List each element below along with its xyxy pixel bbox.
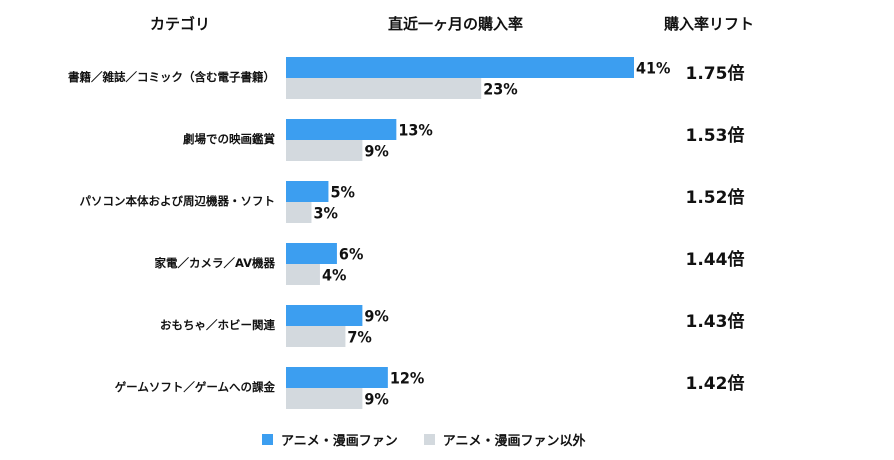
category-label: パソコン本体および周辺機器・ソフト [79,194,276,208]
bar-value-label: 4% [322,266,346,285]
bar-nonfan [286,326,346,347]
bar-value-label: 7% [347,328,371,347]
bar-value-label: 13% [398,121,432,140]
lift-value: 1.44倍 [685,250,745,270]
bar-nonfan [286,388,363,409]
bar-value-label: 41% [636,59,670,78]
bar-nonfan [286,140,363,161]
bar-fan [286,57,634,78]
legend: アニメ・漫画ファン アニメ・漫画ファン以外 [262,430,612,449]
bar-fan [286,305,363,326]
bar-value-label: 12% [390,369,424,388]
bar-value-label: 3% [313,204,337,223]
lift-value: 1.75倍 [685,64,745,84]
bar-value-label: 9% [364,142,388,161]
lift-value: 1.43倍 [685,312,745,332]
legend-item-nonfan: アニメ・漫画ファン以外 [423,430,586,449]
bar-nonfan [286,264,320,285]
category-label: 家電／カメラ／AV機器 [154,256,275,270]
lift-value: 1.42倍 [685,374,745,394]
category-label: 劇場での映画鑑賞 [183,132,275,146]
legend-label-fan: アニメ・漫画ファン [281,434,398,449]
bar-value-label: 9% [364,307,388,326]
bar-fan [286,119,397,140]
bar-nonfan [286,78,482,99]
bar-fan [286,181,329,202]
lift-value: 1.53倍 [685,126,745,146]
bar-value-label: 5% [330,183,354,202]
legend-item-fan: アニメ・漫画ファン [262,430,398,449]
lift-value: 1.52倍 [685,188,745,208]
category-label: ゲームソフト／ゲームへの課金 [114,380,275,394]
bar-nonfan [286,202,312,223]
legend-swatch-fan [262,434,273,445]
bar-value-label: 9% [364,390,388,409]
bar-value-label: 6% [339,245,363,264]
bar-fan [286,243,337,264]
rate-header: 直近一ヶ月の購入率 [388,15,524,33]
bar-fan [286,367,388,388]
bar-value-label: 23% [483,80,517,99]
category-label: おもちゃ／ホビー関連 [160,318,275,332]
category-label: 書籍／雑誌／コミック（含む電子書籍） [68,70,275,84]
legend-swatch-nonfan [423,434,435,445]
category-header: カテゴリ [150,15,211,33]
lift-header: 購入率リフト [664,15,755,33]
legend-label-nonfan: アニメ・漫画ファン以外 [442,434,586,449]
